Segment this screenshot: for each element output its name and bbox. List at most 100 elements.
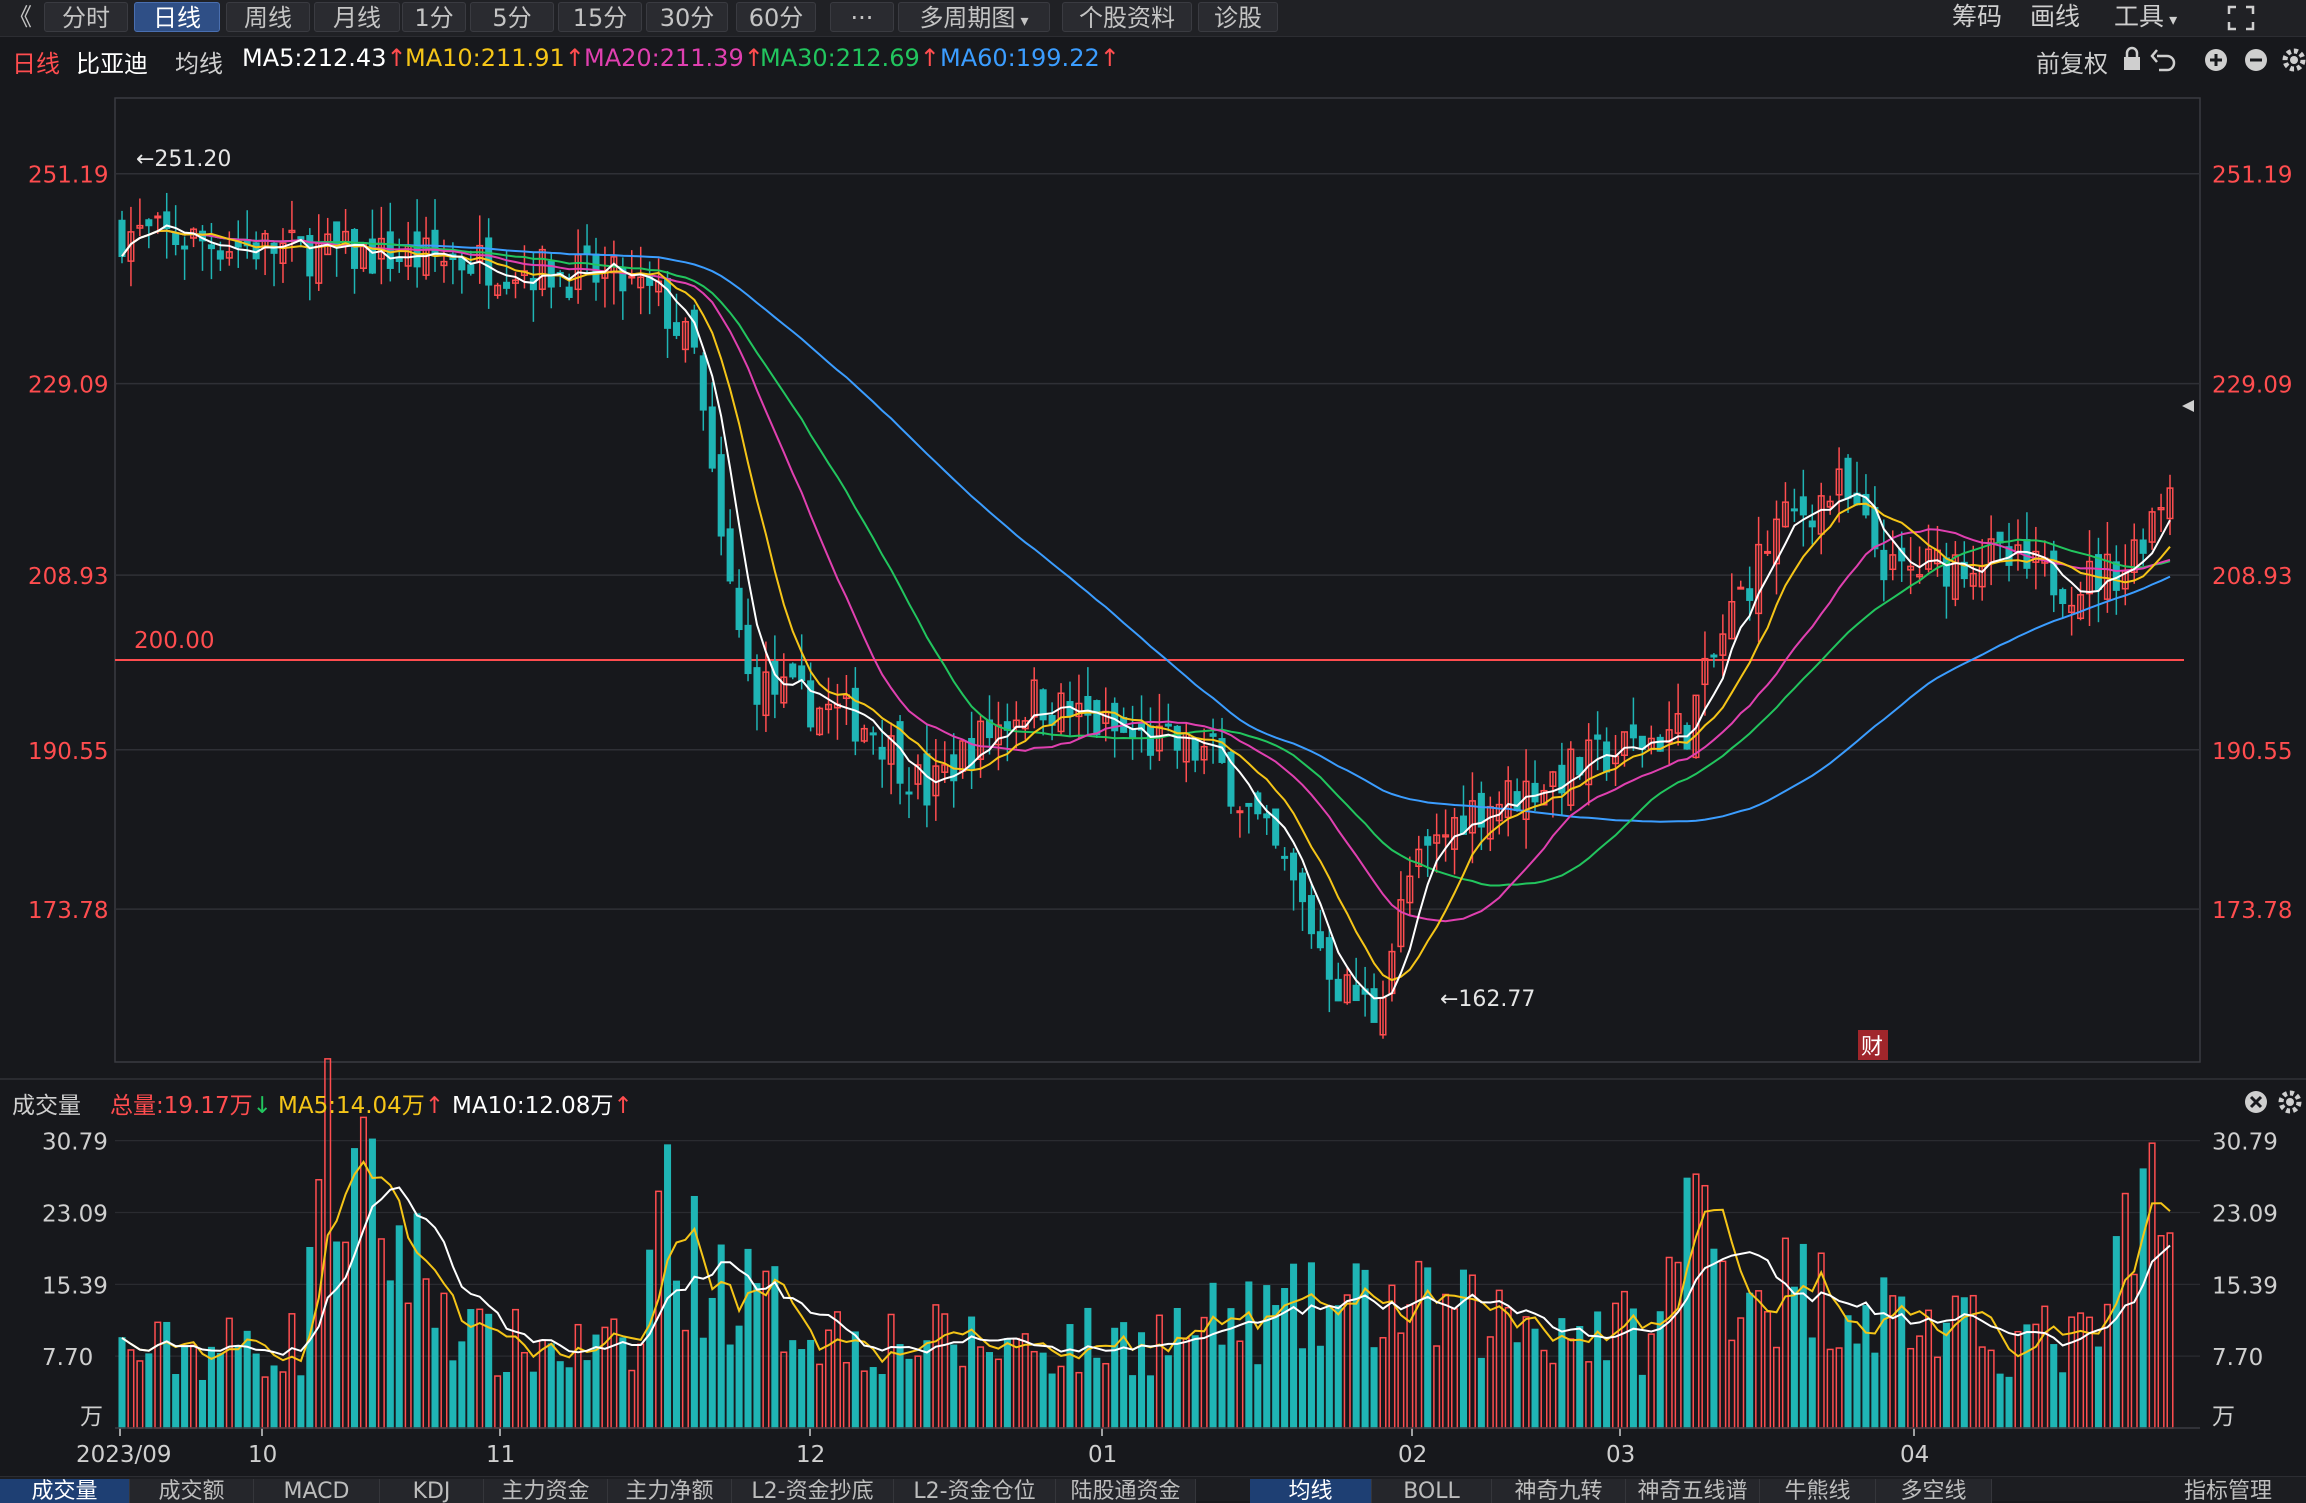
date-label: 10 — [248, 1442, 277, 1468]
lock-icon[interactable] — [2124, 46, 2140, 70]
volume-bar — [914, 1355, 922, 1429]
volume-bar — [1790, 1286, 1798, 1429]
volume-bar — [1298, 1348, 1307, 1429]
volume-bar — [145, 1353, 153, 1429]
indicator-tab-7[interactable]: L2-资金仓位 — [894, 1479, 1056, 1503]
indicator-tab-3[interactable]: KDJ — [380, 1479, 484, 1503]
candle-body — [1656, 736, 1664, 752]
volume-bar — [2032, 1323, 2040, 1429]
volume-bar — [1978, 1346, 1986, 1429]
tab-12[interactable]: 诊股 — [1198, 2, 1278, 32]
candle-body — [1451, 817, 1459, 850]
indicator-tab-6[interactable]: L2-资金抄底 — [732, 1479, 894, 1503]
tab-0[interactable]: 分时 — [44, 2, 128, 32]
volume-bar — [816, 1363, 824, 1429]
volume-bar — [449, 1360, 457, 1429]
chips-button[interactable]: 筹码 — [1952, 2, 2003, 31]
candle-body — [699, 355, 707, 411]
ma-value: MA5:212.43 — [242, 44, 387, 72]
settings-icon[interactable] — [2278, 1090, 2302, 1114]
volume-bar — [1746, 1292, 1754, 1429]
collapse-left-icon[interactable]: 《 — [8, 3, 32, 31]
close-icon[interactable] — [2245, 1091, 2267, 1113]
zoom-out-icon[interactable] — [2245, 49, 2267, 71]
indicator-tab-2[interactable]: MACD — [254, 1479, 380, 1503]
tab-11[interactable]: 个股资料 — [1062, 2, 1192, 32]
tab-5[interactable]: 5分 — [470, 2, 554, 32]
candle-body — [1281, 855, 1289, 859]
volume-bar — [869, 1367, 877, 1429]
candle-body — [2148, 511, 2156, 543]
indicator-tab-0[interactable]: 成交量 — [0, 1479, 130, 1503]
tab-9[interactable]: ··· — [830, 2, 894, 32]
candle-body — [1334, 978, 1342, 1002]
volume-tick-right: 7.70 — [2212, 1345, 2263, 1371]
fullscreen-icon[interactable] — [2226, 4, 2256, 32]
volume-bar — [1907, 1347, 1915, 1429]
overlay-tab-5[interactable]: 多空线 — [1876, 1479, 1992, 1503]
volume-bar — [1397, 1332, 1405, 1429]
tab-3[interactable]: 月线 — [314, 2, 400, 32]
candle-body — [1585, 739, 1593, 786]
volume-bar — [547, 1343, 555, 1429]
candle-body — [1245, 802, 1253, 807]
candle-body — [1951, 554, 1959, 600]
indicator-tab-8[interactable]: 陆股通资金 — [1056, 1479, 1196, 1503]
overlay-tab-0[interactable]: 均线 — [1250, 1479, 1372, 1503]
indicator-tab-4[interactable]: 主力资金 — [484, 1479, 608, 1503]
volume-bar — [1254, 1364, 1262, 1429]
tab-10[interactable]: 多周期图 ▾ — [898, 2, 1050, 32]
candle-body — [1442, 834, 1450, 838]
tab-2[interactable]: 周线 — [226, 2, 310, 32]
candle-body — [708, 406, 716, 469]
overlay-tab-4[interactable]: 牛熊线 — [1760, 1479, 1876, 1503]
tab-8[interactable]: 60分 — [736, 2, 816, 32]
candle-body — [565, 286, 573, 298]
overlay-tab-3[interactable]: 神奇五线谱 — [1626, 1479, 1760, 1503]
candle-body — [458, 257, 466, 271]
undo-icon[interactable] — [2150, 49, 2176, 72]
volume-bar — [1361, 1269, 1369, 1429]
volume-bar — [1620, 1290, 1628, 1429]
zoom-in-icon[interactable] — [2205, 49, 2227, 71]
volume-bar — [985, 1352, 994, 1429]
volume-bar — [1764, 1311, 1772, 1429]
candle-body — [306, 235, 314, 277]
volume-bar — [511, 1308, 520, 1429]
indicator-tab-5[interactable]: 主力净额 — [608, 1479, 732, 1503]
overlay-tab-1[interactable]: BOLL — [1372, 1479, 1492, 1503]
ma-value: MA20:211.39 — [584, 44, 744, 72]
ma-value: MA10:211.91 — [405, 44, 565, 72]
candle-body — [1477, 792, 1485, 828]
volume-bar — [2139, 1168, 2147, 1429]
candle-body — [2103, 553, 2111, 600]
high-annotation: ←251.20 — [136, 147, 231, 172]
volume-bar — [1039, 1352, 1047, 1429]
volume-bar — [1182, 1337, 1190, 1429]
tab-4[interactable]: 1分 — [402, 2, 466, 32]
volume-tick-left: 7.70 — [42, 1345, 93, 1371]
indicator-manage-button[interactable]: 指标管理 — [2150, 1479, 2306, 1503]
overlay-tab-2[interactable]: 神奇九转 — [1492, 1479, 1626, 1503]
tools-button[interactable]: 工具 ▾ — [2114, 2, 2177, 32]
volume-bar — [136, 1360, 144, 1429]
adjust-mode[interactable]: 前复权 — [2036, 50, 2108, 78]
volume-bar — [1647, 1333, 1655, 1429]
ma10-line — [121, 229, 2171, 982]
candle-body — [154, 215, 162, 219]
candle-body — [136, 224, 144, 229]
tab-6[interactable]: 15分 — [558, 2, 642, 32]
indicator-tab-1[interactable]: 成交额 — [130, 1479, 254, 1503]
tab-7[interactable]: 30分 — [646, 2, 728, 32]
candle-body — [619, 268, 627, 292]
candle-body — [145, 219, 153, 227]
ma-label[interactable]: 均线 — [175, 50, 223, 78]
draw-line-button[interactable]: 画线 — [2030, 2, 2081, 31]
candle-body — [1844, 457, 1852, 499]
settings-icon[interactable] — [2282, 48, 2306, 72]
volume-bar — [234, 1345, 242, 1429]
candle-body — [1227, 751, 1235, 807]
tab-1[interactable]: 日线 — [134, 2, 220, 32]
volume-bar — [485, 1313, 493, 1429]
